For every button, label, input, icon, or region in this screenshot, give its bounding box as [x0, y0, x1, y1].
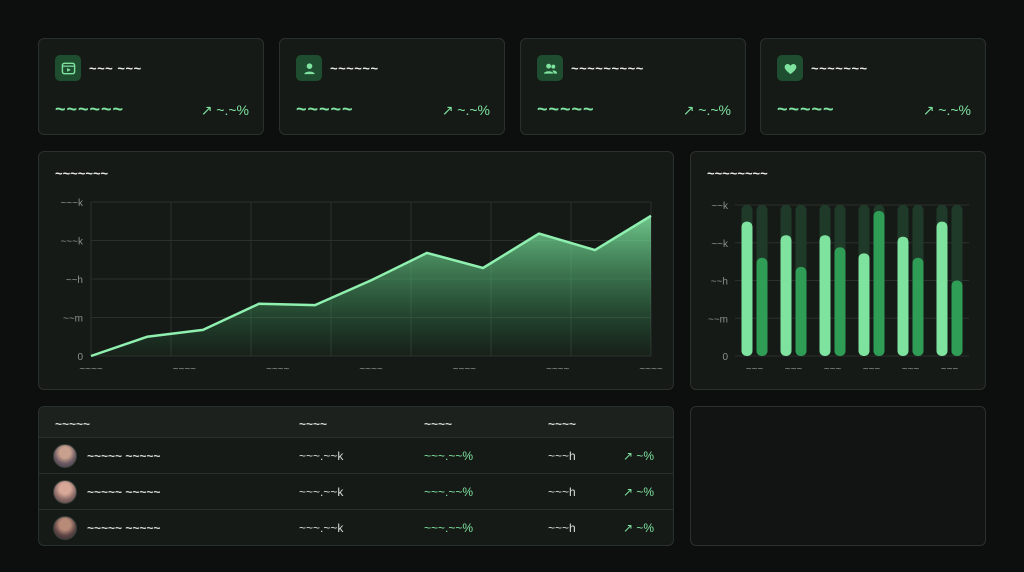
column-header[interactable]: ~~~~ [424, 417, 453, 431]
y-tick-label: ~~k [711, 201, 729, 212]
row-col3: ~~~.~~% [424, 485, 474, 499]
x-tick-label: ~~~ [824, 364, 842, 375]
row-col4: ~~~h [548, 449, 576, 463]
row-trend: ↗ ~% [623, 521, 655, 535]
video-icon [55, 55, 81, 81]
column-header[interactable]: ~~~~ [548, 417, 577, 431]
stat-card-1[interactable]: ~~~ ~~~ ~~~~~~ ↗ ~.~% [38, 38, 264, 135]
stat-card-4[interactable]: ~~~~~~~ ~~~~~ ↗ ~.~% [760, 38, 986, 135]
bar[interactable] [951, 280, 963, 357]
bar[interactable] [756, 257, 768, 356]
row-name: ~~~~~ ~~~~~ [87, 485, 161, 499]
x-tick-label: ~~~ [941, 364, 959, 375]
stat-change: ↗ ~.~% [441, 102, 490, 118]
area-fill [91, 215, 651, 356]
x-tick-label: ~~~ [902, 364, 920, 375]
stat-card-3[interactable]: ~~~~~~~~~ ~~~~~ ↗ ~.~% [520, 38, 746, 135]
data-table: ~~~~~ ~~~~ ~~~~ ~~~~ ~~~~~ ~~~~~ ~~~.~~k… [38, 406, 674, 546]
bar[interactable] [741, 221, 753, 356]
x-tick-label: ~~~~ [639, 364, 663, 375]
y-tick-label: 0 [722, 352, 728, 363]
row-col4: ~~~h [548, 485, 576, 499]
row-trend: ↗ ~% [623, 485, 655, 499]
row-col2: ~~~.~~k [299, 485, 344, 499]
stat-value: ~~~~~ [777, 99, 835, 119]
table-row[interactable]: ~~~~~ ~~~~~ ~~~.~~k ~~~.~~% ~~~h ↗ ~% [39, 474, 673, 510]
user-icon [296, 55, 322, 81]
heart-icon [777, 55, 803, 81]
y-tick-label: ~~k [711, 239, 729, 250]
y-tick-label: ~~~k [60, 237, 84, 248]
stat-title: ~~~ ~~~ [89, 61, 142, 76]
stat-change: ↗ ~.~% [682, 102, 731, 118]
row-col3: ~~~.~~% [424, 449, 474, 463]
row-trend: ↗ ~% [623, 449, 655, 463]
row-name: ~~~~~ ~~~~~ [87, 449, 161, 463]
line-chart-card: ~~~~~~~ 0 ~~m ~~h ~~~k ~~~k ~~~~ ~~~~ ~~~~ ~~~~… [38, 151, 674, 390]
row-name: ~~~~~ ~~~~~ [87, 521, 161, 535]
x-tick-label: ~~~~ [266, 364, 290, 375]
series-line [90, 214, 652, 358]
bar[interactable] [795, 266, 807, 356]
table-row[interactable]: ~~~~~ ~~~~~ ~~~.~~k ~~~.~~% ~~~h ↗ ~% [39, 510, 673, 545]
column-header[interactable]: ~~~~ [299, 417, 328, 431]
avatar [53, 444, 77, 468]
bar[interactable] [819, 235, 831, 356]
stat-value: ~~~~~~ [55, 99, 125, 119]
x-tick-label: ~~~ [863, 364, 881, 375]
x-tick-label: ~~~ [785, 364, 803, 375]
row-col4: ~~~h [548, 521, 576, 535]
line-chart-title: ~~~~~~~ [55, 166, 109, 181]
y-tick-label: 0 [77, 352, 83, 363]
avatar [53, 516, 77, 540]
bar[interactable] [936, 221, 948, 356]
stat-change: ↗ ~.~% [200, 102, 249, 118]
x-tick-label: ~~~~ [79, 364, 103, 375]
stat-title: ~~~~~~~ [811, 61, 868, 76]
empty-panel [690, 406, 986, 546]
row-col3: ~~~.~~% [424, 521, 474, 535]
x-tick-label: ~~~~ [546, 364, 570, 375]
stat-value: ~~~~~ [296, 99, 354, 119]
bar-chart-title: ~~~~~~~~ [707, 166, 768, 181]
bar-chart: 0 ~~m ~~h ~~k ~~k ~~~ ~~~ ~~~ ~~~ ~~~ ~~~ [708, 201, 969, 375]
y-tick-label: ~~h [66, 275, 83, 286]
y-tick-label: ~~m [63, 314, 83, 325]
users-icon [537, 55, 563, 81]
column-header[interactable]: ~~~~~ [55, 417, 91, 431]
bar[interactable] [873, 211, 885, 356]
bar[interactable] [912, 257, 924, 356]
bar[interactable] [858, 253, 870, 356]
avatar [53, 480, 77, 504]
row-col2: ~~~.~~k [299, 449, 344, 463]
y-tick-label: ~~m [708, 314, 728, 325]
stat-title: ~~~~~~ [330, 61, 379, 76]
table-row[interactable]: ~~~~~ ~~~~~ ~~~.~~k ~~~.~~% ~~~h ↗ ~% [39, 438, 673, 474]
stat-change: ↗ ~.~% [922, 102, 971, 118]
stat-card-2[interactable]: ~~~~~~ ~~~~~ ↗ ~.~% [279, 38, 505, 135]
bar[interactable] [834, 247, 846, 356]
y-tick-label: ~~h [711, 277, 728, 288]
bar[interactable] [780, 235, 792, 356]
x-tick-label: ~~~~ [359, 364, 383, 375]
bar[interactable] [897, 236, 909, 356]
y-tick-label: ~~~k [60, 198, 84, 209]
stat-title: ~~~~~~~~~ [571, 61, 644, 76]
x-tick-label: ~~~~ [453, 364, 477, 375]
bar-chart-card: ~~~~~~~~ 0 ~~m ~~h ~~k ~~k ~~~ ~~~ ~~~ ~~~ ~~~ ~~… [690, 151, 986, 390]
x-tick-label: ~~~ [746, 364, 764, 375]
stat-value: ~~~~~ [537, 99, 595, 119]
line-chart: 0 ~~m ~~h ~~~k ~~~k ~~~~ ~~~~ ~~~~ ~~~~ ~~~~ ~~~~… [60, 198, 663, 375]
x-tick-label: ~~~~ [173, 364, 197, 375]
row-col2: ~~~.~~k [299, 521, 344, 535]
table-header: ~~~~~ ~~~~ ~~~~ ~~~~ [39, 407, 673, 438]
